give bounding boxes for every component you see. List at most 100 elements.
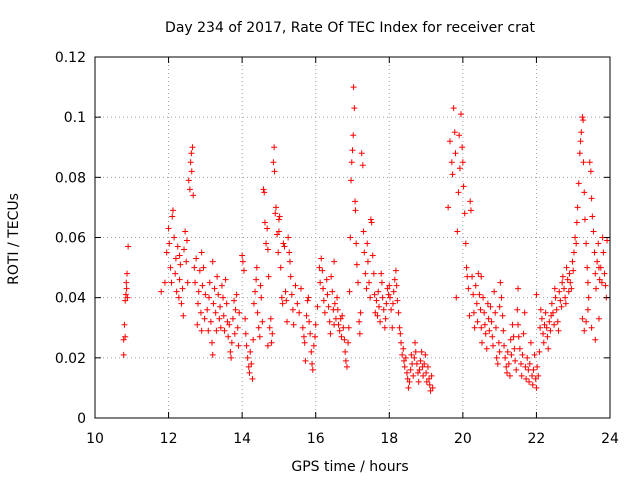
data-point: [202, 291, 209, 298]
data-point: [547, 327, 554, 334]
data-point: [483, 345, 490, 352]
data-point: [591, 249, 598, 256]
data-point: [596, 276, 603, 283]
data-point: [271, 144, 278, 151]
data-point: [346, 288, 353, 295]
data-point: [592, 336, 599, 343]
data-point: [477, 306, 484, 313]
data-point: [206, 279, 213, 286]
data-point: [381, 324, 388, 331]
data-point: [395, 309, 402, 316]
data-point: [184, 279, 191, 286]
data-point: [208, 339, 215, 346]
data-point: [272, 204, 279, 211]
data-point: [363, 285, 370, 292]
data-point: [543, 324, 550, 331]
data-point: [577, 138, 584, 145]
data-point: [182, 228, 189, 235]
chart-title: Day 234 of 2017, Rate Of TEC Index for r…: [165, 20, 535, 36]
data-point: [285, 234, 292, 241]
data-point: [526, 360, 533, 367]
data-point: [312, 321, 319, 328]
data-point: [588, 324, 595, 331]
data-point: [504, 369, 510, 376]
data-point: [579, 114, 586, 121]
data-point: [369, 252, 376, 259]
data-point: [186, 186, 193, 193]
data-point: [509, 321, 516, 328]
data-point: [337, 315, 344, 322]
data-point: [481, 321, 488, 328]
data-point: [286, 258, 293, 265]
data-point: [261, 189, 268, 196]
data-point: [514, 306, 521, 313]
data-point: [411, 354, 418, 361]
data-point: [573, 240, 580, 247]
data-point: [120, 336, 127, 343]
data-point: [327, 330, 334, 337]
data-point: [254, 309, 261, 316]
data-point: [252, 288, 259, 295]
data-point: [417, 357, 424, 364]
data-point: [536, 348, 543, 355]
data-point: [567, 279, 574, 286]
data-point: [502, 354, 509, 361]
data-point: [355, 279, 362, 286]
data-point: [485, 315, 492, 322]
data-point: [544, 333, 551, 340]
data-point: [453, 294, 460, 301]
data-point: [466, 312, 473, 319]
data-point: [216, 315, 223, 322]
data-point: [294, 300, 301, 307]
data-point: [356, 330, 363, 337]
data-point: [284, 318, 291, 325]
data-point: [356, 318, 363, 325]
data-point: [328, 273, 335, 280]
data-point: [482, 330, 489, 337]
data-point: [299, 324, 306, 331]
data-point: [174, 243, 181, 250]
data-point: [278, 294, 285, 301]
data-point: [586, 159, 593, 166]
data-point: [339, 312, 346, 319]
data-point: [364, 258, 371, 265]
data-point: [589, 213, 596, 220]
data-point: [177, 261, 184, 268]
data-point: [587, 168, 594, 175]
data-point: [595, 240, 602, 247]
data-point: [600, 249, 607, 256]
data-point: [212, 309, 219, 316]
data-point: [277, 264, 284, 271]
data-point: [504, 348, 511, 355]
data-point: [303, 312, 310, 319]
data-point: [456, 132, 463, 139]
data-point: [287, 273, 294, 280]
data-point: [393, 282, 400, 289]
data-point: [581, 216, 588, 223]
data-point: [168, 279, 175, 286]
data-point: [320, 297, 327, 304]
data-point: [187, 159, 194, 166]
data-point: [256, 333, 263, 340]
data-point: [396, 324, 403, 331]
data-point: [308, 348, 315, 355]
data-point: [488, 318, 495, 325]
data-point: [495, 339, 502, 346]
data-point: [272, 210, 279, 217]
data-point: [302, 357, 309, 364]
data-point: [367, 294, 374, 301]
data-points: [120, 84, 611, 394]
data-point: [574, 204, 581, 211]
data-point: [269, 330, 276, 337]
data-point: [253, 276, 260, 283]
data-point: [581, 327, 588, 334]
data-point: [352, 207, 359, 214]
data-point: [465, 285, 472, 292]
data-point: [231, 330, 238, 337]
data-point: [389, 300, 396, 307]
data-point: [559, 273, 566, 280]
data-point: [310, 342, 317, 349]
data-point: [178, 300, 185, 307]
data-point: [403, 369, 410, 376]
data-point: [529, 372, 536, 379]
